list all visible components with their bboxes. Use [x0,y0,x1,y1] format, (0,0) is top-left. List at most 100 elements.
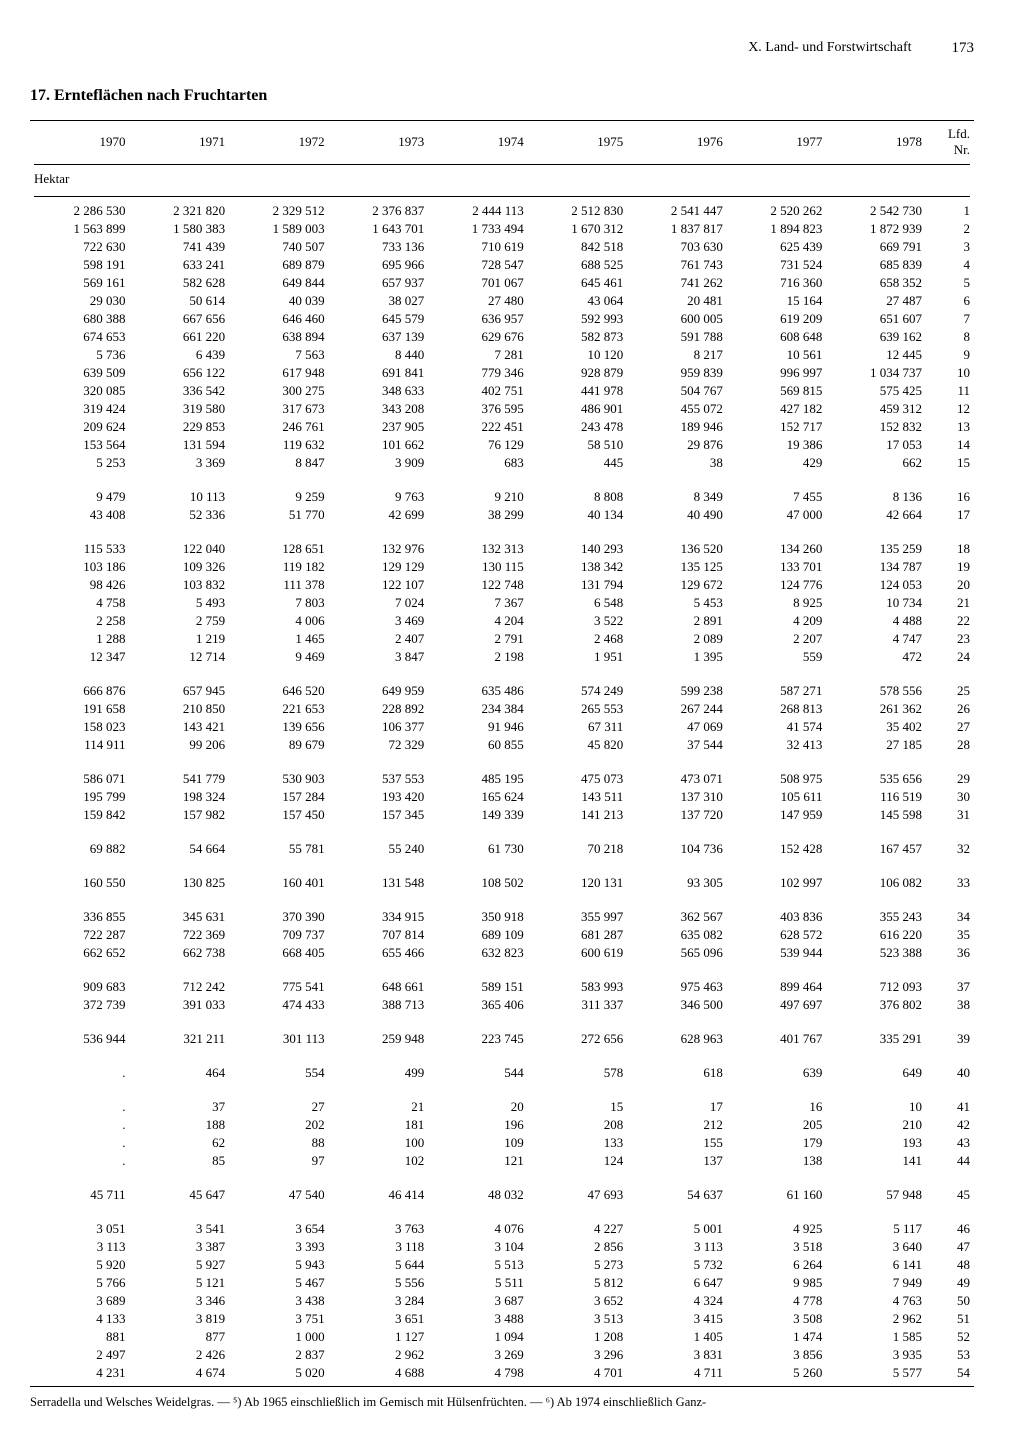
data-cell: 47 540 [229,1186,329,1204]
data-cell: 193 420 [329,788,429,806]
data-cell: 3 518 [727,1238,827,1256]
data-cell: 3 522 [528,612,628,630]
data-cell: 530 903 [229,770,329,788]
data-cell: 98 426 [30,576,130,594]
data-cell: 2 497 [30,1346,130,1364]
data-cell: 709 737 [229,926,329,944]
data-cell: 116 519 [826,788,926,806]
table-row: 569 161582 628649 844657 937701 067645 4… [30,274,974,292]
data-cell: 9 469 [229,648,329,666]
data-cell: 55 781 [229,840,329,858]
data-cell: 648 661 [329,978,429,996]
table-row: 45 71145 64747 54046 41448 03247 69354 6… [30,1186,974,1204]
data-cell: 4 231 [30,1364,130,1382]
data-cell: 683 [428,454,528,472]
data-cell: 343 208 [329,400,429,418]
data-cell: 625 439 [727,238,827,256]
data-cell: 655 466 [329,944,429,962]
lfd-cell: 9 [926,346,974,364]
data-cell: 474 433 [229,996,329,1014]
lfd-cell: 44 [926,1152,974,1170]
data-cell: 47 069 [627,718,727,736]
table-row: .628810010913315517919343 [30,1134,974,1152]
data-cell: 574 249 [528,682,628,700]
data-cell: 115 533 [30,540,130,558]
table-row: 9 47910 1139 2599 7639 2108 8088 3497 45… [30,488,974,506]
data-cell: 4 227 [528,1220,628,1238]
data-cell: 3 687 [428,1292,528,1310]
table-row: .859710212112413713814144 [30,1152,974,1170]
data-cell: 2 407 [329,630,429,648]
data-cell: 195 799 [30,788,130,806]
table-row: 5 7366 4397 5638 4407 28110 1208 21710 5… [30,346,974,364]
data-cell: 139 656 [229,718,329,736]
data-cell: 50 614 [130,292,230,310]
data-cell: 761 743 [627,256,727,274]
data-cell: 657 945 [130,682,230,700]
data-cell: 537 553 [329,770,429,788]
data-cell: 589 151 [428,978,528,996]
data-cell: 19 386 [727,436,827,454]
table-row: 2 2582 7594 0063 4694 2043 5222 8914 209… [30,612,974,630]
year-header: 1972 [229,125,329,159]
data-cell: 5 732 [627,1256,727,1274]
data-cell: 104 736 [627,840,727,858]
data-cell: 114 911 [30,736,130,754]
data-cell: 124 053 [826,576,926,594]
data-cell: 928 879 [528,364,628,382]
lfd-cell: 29 [926,770,974,788]
data-cell: 29 030 [30,292,130,310]
data-cell: 12 347 [30,648,130,666]
lfd-cell: 4 [926,256,974,274]
data-cell: 365 406 [428,996,528,1014]
data-cell: 661 220 [130,328,230,346]
data-cell: 196 [428,1116,528,1134]
data-cell: 3 415 [627,1310,727,1328]
data-cell: 27 487 [826,292,926,310]
data-cell: 124 776 [727,576,827,594]
data-cell: 5 253 [30,454,130,472]
data-cell: 5 493 [130,594,230,612]
table-row: 5 7665 1215 4675 5565 5115 8126 6479 985… [30,1274,974,1292]
data-cell: 598 191 [30,256,130,274]
lfd-cell: 28 [926,736,974,754]
data-cell: 1 219 [130,630,230,648]
data-cell: 7 803 [229,594,329,612]
lfd-cell: 5 [926,274,974,292]
data-cell: 143 421 [130,718,230,736]
data-cell: 5 001 [627,1220,727,1238]
data-cell: 131 594 [130,436,230,454]
data-cell: 147 959 [727,806,827,824]
data-cell: 666 876 [30,682,130,700]
data-cell: 140 293 [528,540,628,558]
data-cell: 504 767 [627,382,727,400]
data-cell: 695 966 [329,256,429,274]
data-cell: 165 624 [428,788,528,806]
data-cell: 205 [727,1116,827,1134]
data-cell: 141 213 [528,806,628,824]
table-row: 1 2881 2191 4652 4072 7912 4682 0892 207… [30,630,974,648]
data-cell: 157 345 [329,806,429,824]
data-cell: 15 [528,1098,628,1116]
data-cell: 7 455 [727,488,827,506]
lfd-cell: 33 [926,874,974,892]
data-cell: 1 208 [528,1328,628,1346]
data-cell: 722 630 [30,238,130,256]
data-cell: 569 161 [30,274,130,292]
lfd-cell: 8 [926,328,974,346]
lfd-cell: 53 [926,1346,974,1364]
data-cell: 109 [428,1134,528,1152]
data-cell: 779 346 [428,364,528,382]
data-cell: 4 758 [30,594,130,612]
table-row: 336 855345 631370 390334 915350 918355 9… [30,908,974,926]
data-cell: 975 463 [627,978,727,996]
data-cell: 209 624 [30,418,130,436]
data-cell: 8 136 [826,488,926,506]
data-cell: 2 962 [329,1346,429,1364]
data-cell: . [30,1064,130,1082]
data-cell: . [30,1116,130,1134]
data-cell: 899 464 [727,978,827,996]
table-row: 8818771 0001 1271 0941 2081 4051 4741 58… [30,1328,974,1346]
data-cell: 632 823 [428,944,528,962]
data-cell: 689 879 [229,256,329,274]
